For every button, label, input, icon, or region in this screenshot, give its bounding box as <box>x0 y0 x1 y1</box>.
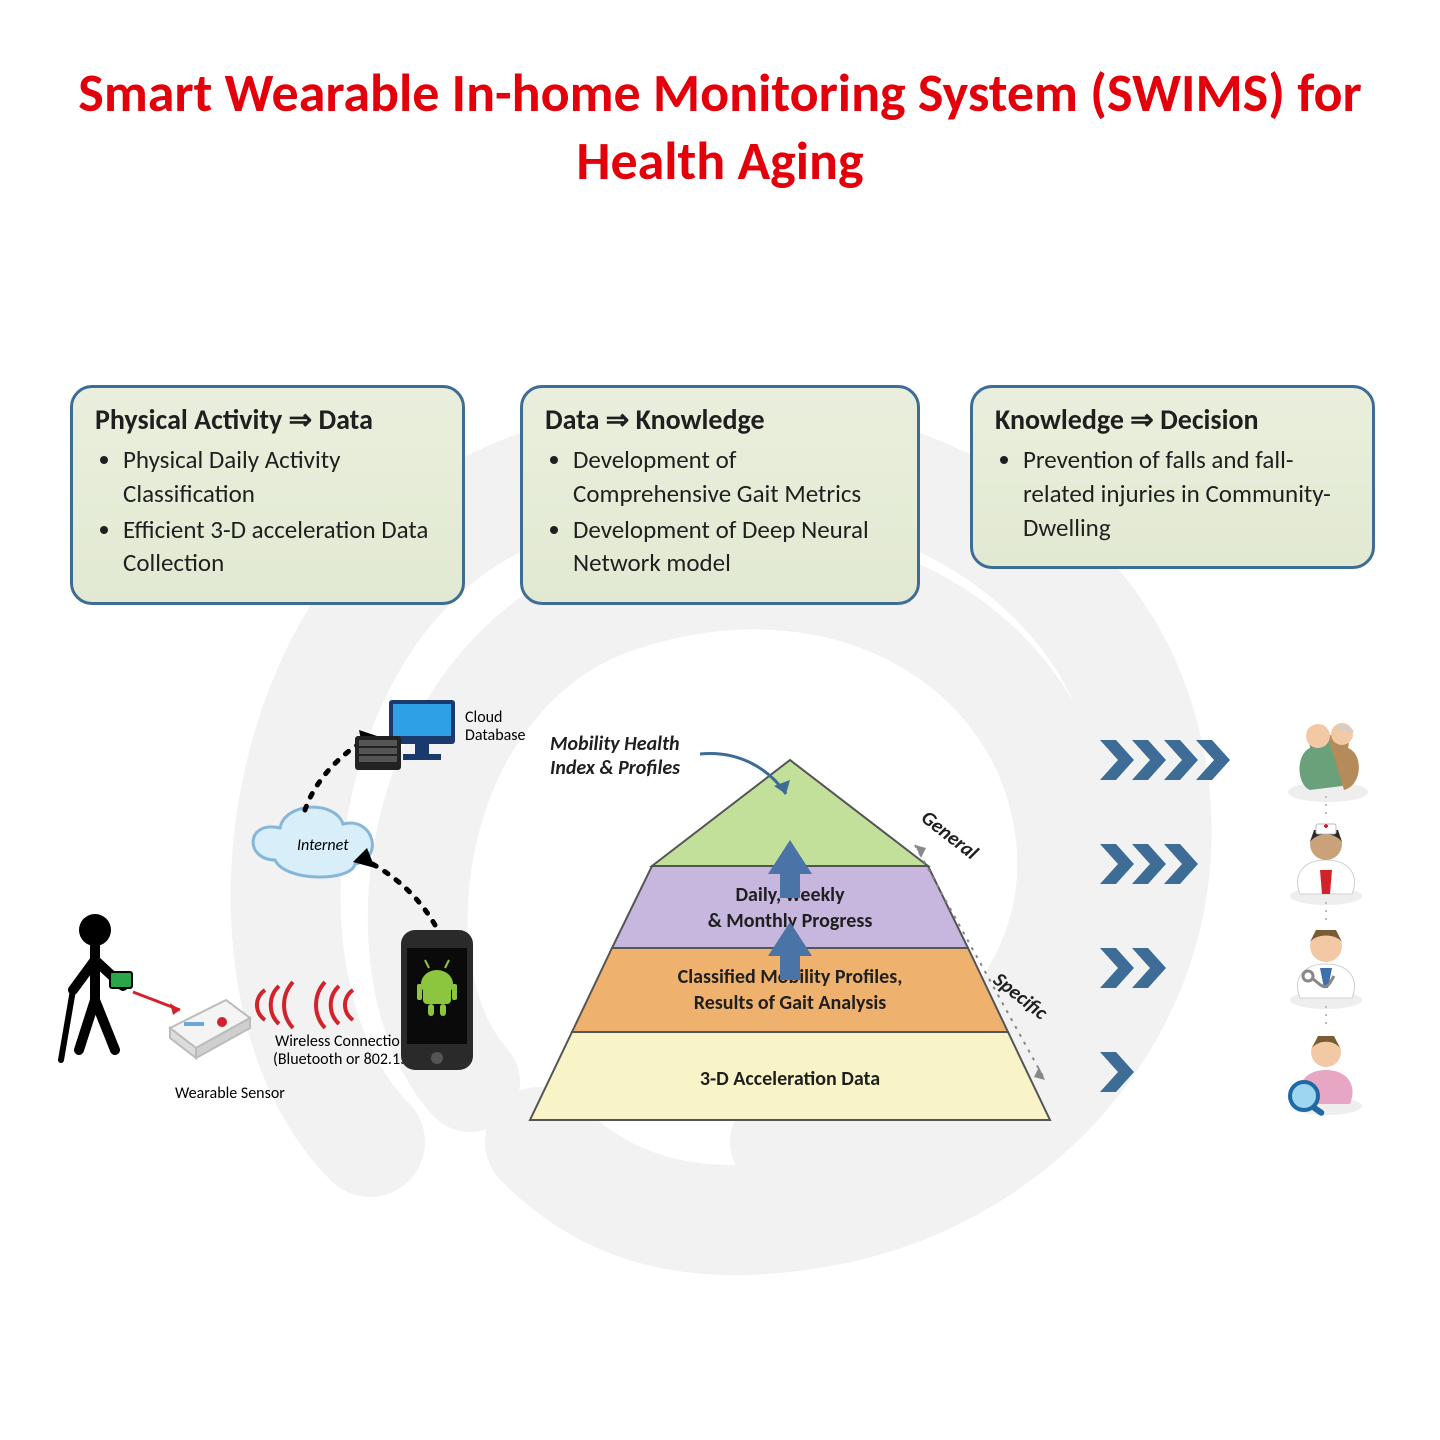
wireless-label: Wireless Connection <box>275 1032 408 1051</box>
card-physical-activity: Physical Activity ⇒ Data Physical Daily … <box>70 385 465 605</box>
internet-label: Internet <box>297 836 349 855</box>
card-bullet: Physical Daily Activity Classification <box>123 443 440 511</box>
pyramid-tier-3-label2: Results of Gait Analysis <box>694 991 887 1015</box>
wearable-sensor-icon <box>170 1000 250 1058</box>
card-bullet: Development of Deep Neural Network model <box>573 513 895 581</box>
card-bullet: Development of Comprehensive Gait Metric… <box>573 443 895 511</box>
doctor-icon <box>1290 930 1362 1009</box>
elderly-people-icon <box>1288 723 1368 802</box>
pyramid-general-label: General <box>916 806 982 865</box>
smartphone-icon <box>401 930 473 1070</box>
person-icon <box>61 914 132 1060</box>
card-heading: Data ⇒ Knowledge <box>545 402 895 437</box>
pyramid-tier-4-label: 3-D Acceleration Data <box>700 1067 880 1091</box>
wireless-icon <box>257 982 353 1028</box>
card-bullet: Efficient 3-D acceleration Data Collecti… <box>123 513 440 581</box>
dataflow-diagram: Wearable Sensor Wireless Connection (Blu… <box>55 700 535 1160</box>
chevron-row <box>1100 948 1166 988</box>
researcher-icon <box>1290 1036 1362 1117</box>
page-title: Smart Wearable In-home Monitoring System… <box>0 60 1440 195</box>
card-heading: Physical Activity ⇒ Data <box>95 402 440 437</box>
wearable-sensor-label: Wearable Sensor <box>175 1084 285 1103</box>
chevron-row <box>1100 844 1198 884</box>
pyramid-top-label: Mobility Health <box>550 732 680 756</box>
card-data-knowledge: Data ⇒ Knowledge Development of Comprehe… <box>520 385 920 605</box>
pyramid-top-label2: Index & Profiles <box>550 756 680 780</box>
pyramid-diagram: 3-D Acceleration Data Classified Mobilit… <box>490 690 1090 1160</box>
chevron-row <box>1100 1052 1134 1092</box>
card-bullet: Prevention of falls and fall-related inj… <box>1023 443 1350 544</box>
card-heading: Knowledge ⇒ Decision <box>995 402 1350 437</box>
chevron-row <box>1100 740 1230 780</box>
nurse-icon <box>1290 824 1362 905</box>
card-knowledge-decision: Knowledge ⇒ Decision Prevention of falls… <box>970 385 1375 569</box>
audience-diagram <box>1100 710 1420 1160</box>
